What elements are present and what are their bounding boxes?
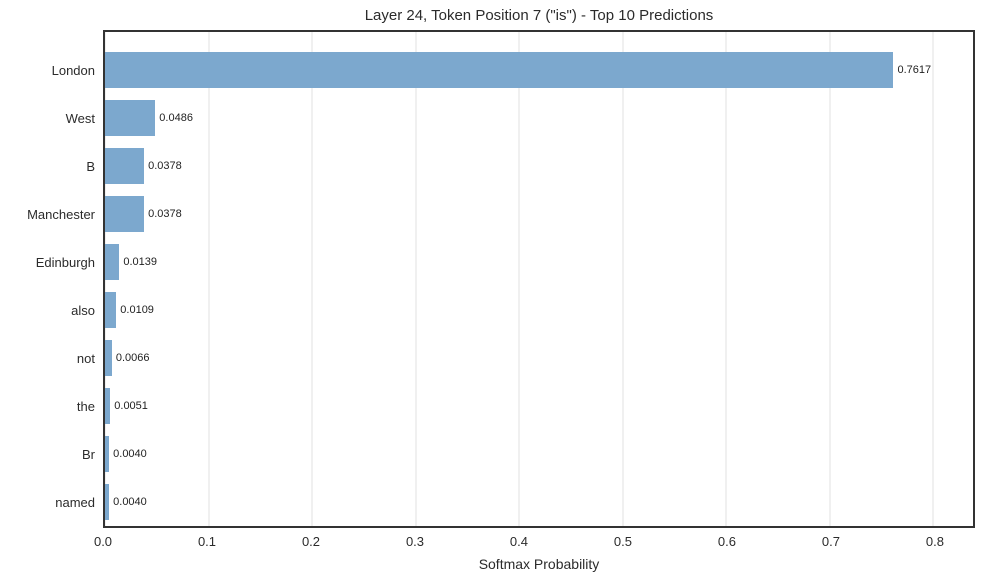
- bar-value-label: 0.0378: [148, 208, 182, 220]
- y-tick-label: London: [51, 62, 95, 78]
- y-tick-label: also: [71, 302, 95, 318]
- x-axis-label: Softmax Probability: [478, 556, 600, 572]
- gridline: [725, 32, 727, 526]
- y-tick-label: B: [86, 158, 95, 174]
- y-tick-label: Br: [82, 446, 95, 462]
- gridline: [311, 32, 313, 526]
- bar: [105, 148, 145, 184]
- bar-value-label: 0.0066: [115, 352, 150, 364]
- bar-row: 0.0378: [105, 190, 973, 238]
- bar-row: 0.0051: [105, 382, 973, 430]
- y-axis-labels: London West B Manchester Edinburgh also not the…: [0, 32, 95, 526]
- bar-value-label: 0.7617: [897, 64, 932, 76]
- x-tick-label: 0.8: [925, 534, 944, 549]
- bar-value-label: 0.0040: [113, 448, 147, 460]
- bar: [105, 436, 110, 472]
- bar-row: 0.0040: [105, 478, 973, 526]
- bar-value-label: 0.0040: [113, 496, 147, 508]
- bar-row: 0.0486: [105, 94, 973, 142]
- y-tick-label: Manchester: [27, 206, 95, 222]
- plot-area: 0.7617 0.0486 0.0378 0.0378 0.0139 0.0109 0.00…: [103, 30, 975, 528]
- bar-value-label: 0.0109: [120, 304, 154, 316]
- x-tick-label: 0.3: [405, 534, 425, 549]
- chart-title: Layer 24, Token Position 7 ("is") - Top …: [364, 7, 714, 24]
- bar: [105, 196, 145, 232]
- gridline: [932, 32, 934, 526]
- gridline: [518, 32, 520, 526]
- x-tick-label: 0.4: [509, 534, 529, 549]
- bar: [105, 292, 117, 328]
- gridline: [415, 32, 417, 526]
- bars: 0.7617 0.0486 0.0378 0.0378 0.0139 0.0109 0.00…: [105, 32, 973, 526]
- bar-row: 0.0139: [105, 238, 973, 286]
- bar-row: 0.0066: [105, 334, 973, 382]
- x-tick-label: 0.2: [301, 534, 321, 549]
- bar-row: 0.0378: [105, 142, 973, 190]
- x-tick-label: 0.1: [197, 534, 217, 549]
- y-tick-label: named: [55, 494, 95, 510]
- bar-row: 0.7617: [105, 46, 973, 94]
- gridline: [829, 32, 831, 526]
- y-tick-label: not: [76, 350, 95, 366]
- y-tick-label: Edinburgh: [35, 254, 95, 270]
- bar: [105, 244, 120, 280]
- x-axis-ticks: 0.0 0.1 0.2 0.3 0.4 0.5 0.6 0.7 0.8: [94, 534, 975, 550]
- x-tick-label: 0.7: [821, 534, 840, 549]
- gridline: [622, 32, 624, 526]
- bar-row: 0.0040: [105, 430, 973, 478]
- x-tick-label: 0.6: [717, 534, 737, 549]
- gridline: [208, 32, 210, 526]
- bar: [105, 100, 156, 136]
- bar: [105, 340, 112, 376]
- x-tick-label: 0.0: [93, 534, 113, 549]
- bar: [105, 388, 111, 424]
- bar: [105, 484, 110, 520]
- bar-value-label: 0.0486: [159, 112, 193, 124]
- bar: [105, 52, 894, 88]
- bar-value-label: 0.0378: [148, 160, 182, 172]
- y-tick-label: the: [76, 398, 95, 414]
- bar-value-label: 0.0051: [114, 400, 148, 412]
- bar-row: 0.0109: [105, 286, 973, 334]
- y-tick-label: West: [65, 110, 95, 126]
- bar-value-label: 0.0139: [123, 256, 158, 268]
- x-tick-label: 0.5: [613, 534, 633, 549]
